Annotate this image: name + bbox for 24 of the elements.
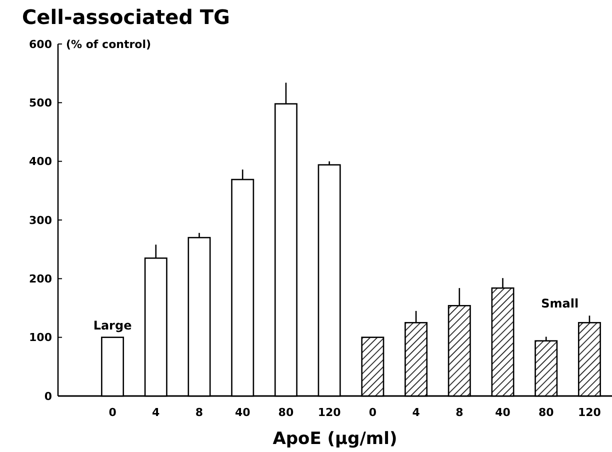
x-axis-title: ApoE (µg/ml) [272, 429, 398, 449]
series-label: Small [541, 296, 579, 311]
x-tick-label: 4 [412, 406, 420, 419]
x-tick-label: 80 [538, 406, 554, 419]
y-tick-label: 400 [29, 155, 52, 168]
series-label: Large [93, 318, 132, 332]
y-tick-label: 300 [29, 214, 52, 227]
y-tick-label: 200 [29, 272, 52, 286]
x-tick-label: 80 [278, 406, 294, 419]
x-tick-label: 120 [578, 406, 602, 419]
x-tick-label: 4 [152, 406, 160, 419]
x-tick-label: 120 [318, 406, 342, 419]
x-tick-label: 40 [495, 406, 511, 419]
x-tick-label: 8 [195, 406, 204, 419]
y-tick-label: 100 [29, 331, 52, 344]
x-tick-label: 40 [234, 406, 251, 419]
chart-title: Cell-associated TG [22, 5, 230, 29]
x-tick-label: 8 [456, 406, 464, 419]
x-tick-label: 0 [368, 406, 377, 419]
y-tick-label: 0 [44, 390, 52, 403]
y-axis-title: (% of control) [66, 38, 151, 51]
x-tick-label: 0 [108, 406, 117, 419]
y-tick-label: 600 [29, 38, 52, 51]
y-tick-label: 500 [29, 96, 52, 110]
